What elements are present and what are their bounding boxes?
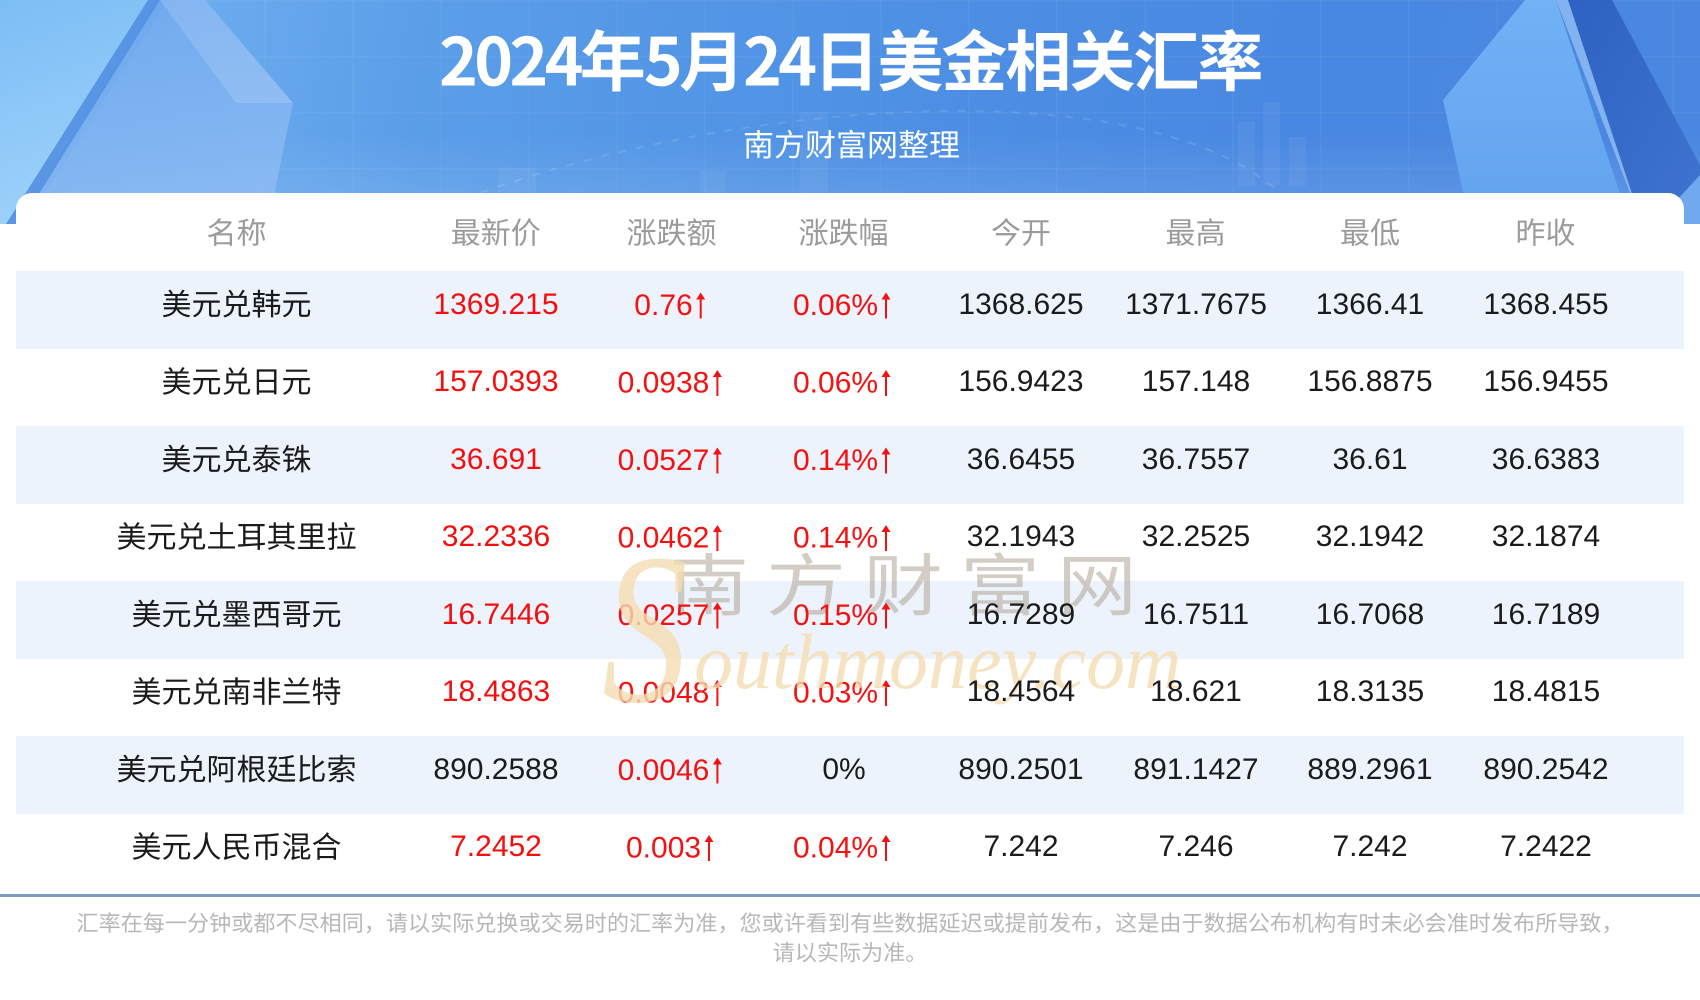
- svg-text:0.06%: 0.06%: [793, 289, 878, 322]
- svg-text:0.0527: 0.0527: [618, 444, 710, 477]
- svg-text:0.03%: 0.03%: [793, 677, 878, 710]
- svg-text:0.003: 0.003: [626, 832, 701, 865]
- svg-text:0.04%: 0.04%: [793, 832, 878, 865]
- svg-text:0.0048: 0.0048: [618, 677, 710, 710]
- svg-text:0.06%: 0.06%: [793, 367, 878, 400]
- svg-text:0.14%: 0.14%: [793, 522, 878, 555]
- svg-text:0.0462: 0.0462: [618, 522, 710, 555]
- svg-text:0.0938: 0.0938: [618, 367, 710, 400]
- svg-text:0.0257: 0.0257: [618, 599, 710, 632]
- svg-text:0.15%: 0.15%: [793, 599, 878, 632]
- svg-text:0.14%: 0.14%: [793, 444, 878, 477]
- svg-text:0.0046: 0.0046: [618, 754, 710, 787]
- svg-text:S: S: [602, 511, 688, 748]
- svg-text:outhmoney.com: outhmoney.com: [694, 618, 1181, 705]
- svg-text:0.76: 0.76: [634, 289, 692, 322]
